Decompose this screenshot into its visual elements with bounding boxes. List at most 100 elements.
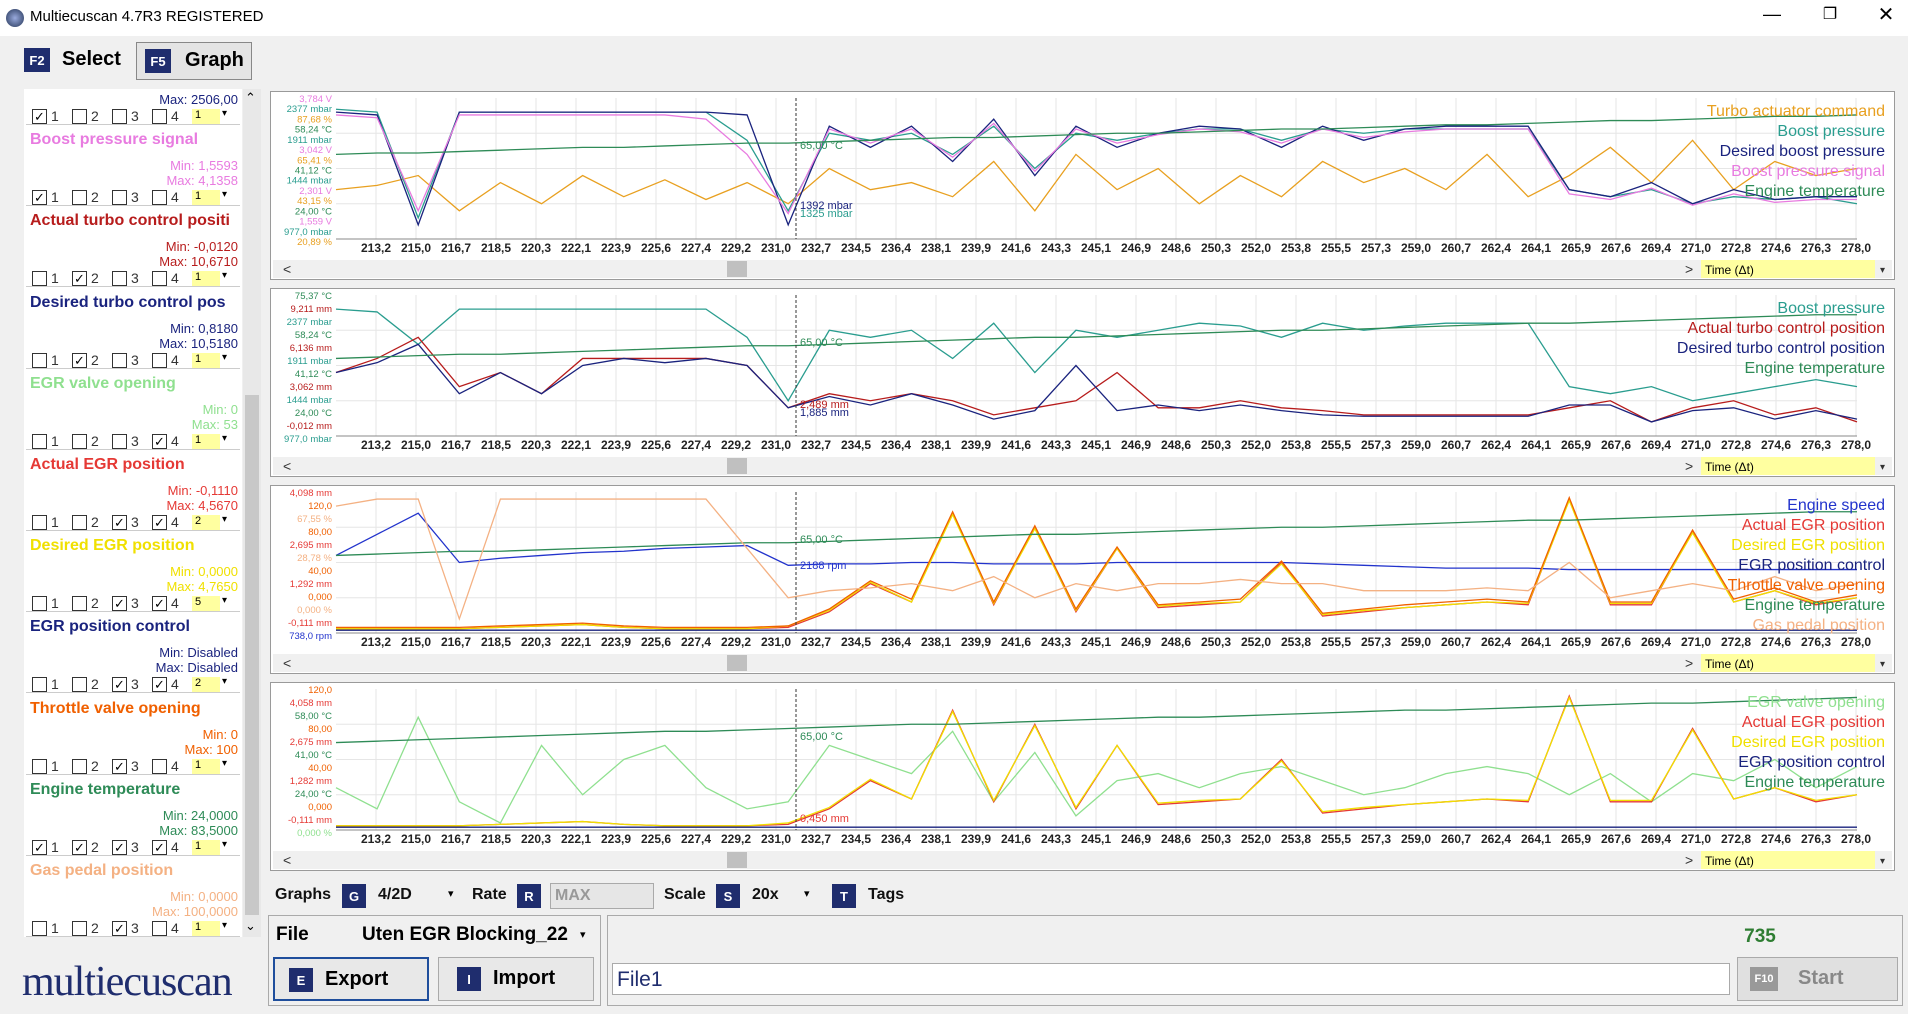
close-button[interactable]: ✕ <box>1877 4 1895 26</box>
graph-checkbox[interactable]: ✓ <box>152 433 167 449</box>
graph-checkbox[interactable] <box>72 109 87 124</box>
graph-checkbox[interactable]: ✓ <box>112 677 127 693</box>
time-combo <box>1701 457 1875 475</box>
graph-checkbox[interactable] <box>112 271 127 287</box>
graph-checkbox[interactable] <box>72 758 87 774</box>
x-tick-label: 271,0 <box>1681 635 1711 649</box>
graph-checkbox[interactable] <box>72 677 87 693</box>
scale-value[interactable]: 5 <box>192 596 220 612</box>
import-button[interactable]: I Import <box>438 957 594 1001</box>
checkbox-label: 1 <box>51 595 59 612</box>
x-tick-label: 215,0 <box>401 241 431 255</box>
graph-checkbox[interactable]: ✓ <box>72 271 87 287</box>
x-tick-label: 253,8 <box>1281 832 1311 846</box>
tab-label: Select <box>62 48 121 70</box>
graph-checkbox[interactable] <box>72 515 87 530</box>
parameter-item: Engine temperature Min: 24,0000 Max: 83,50… <box>26 775 240 856</box>
graph-checkbox[interactable] <box>112 109 127 124</box>
graph-checkbox[interactable]: ✓ <box>112 758 127 774</box>
axis-label: 1444 mbar <box>287 395 332 406</box>
graph-checkbox[interactable]: ✓ <box>32 839 47 855</box>
parameter-max: Max: 2506,00 <box>159 92 238 107</box>
minimize-button[interactable]: — <box>1763 4 1781 24</box>
graph-checkbox[interactable]: ✓ <box>112 596 127 612</box>
key-badge: I <box>457 967 481 991</box>
scale-value[interactable]: 1 <box>192 758 220 774</box>
scale-value[interactable]: 2 <box>192 515 220 530</box>
graph-checkbox[interactable]: ✓ <box>152 515 167 530</box>
graph-checkbox[interactable] <box>112 433 127 449</box>
graph-checkbox[interactable] <box>32 515 47 530</box>
scale-value[interactable]: 1 <box>192 839 220 855</box>
graph-checkbox[interactable]: ✓ <box>32 190 47 206</box>
rate-combo[interactable]: MAX <box>550 883 654 909</box>
graph-checkbox[interactable]: ✓ <box>32 109 47 124</box>
x-tick-label: 271,0 <box>1681 241 1711 255</box>
graph-checkbox[interactable] <box>152 271 167 287</box>
scale-value[interactable]: 2 <box>192 677 220 693</box>
graph-checkbox[interactable]: ✓ <box>72 839 87 855</box>
x-tick-label: 265,9 <box>1561 438 1591 452</box>
scale-value[interactable]: 1 <box>192 109 220 124</box>
scale-arrow: ▾ <box>222 432 228 444</box>
graph-checkbox[interactable] <box>32 352 47 368</box>
dropdown-arrow: ▾ <box>580 929 586 941</box>
series-line <box>335 139 1858 212</box>
tab[interactable]: F5 Graph <box>136 42 252 80</box>
file-combo[interactable]: Uten EGR Blocking_22 ▾ <box>358 920 596 950</box>
legend-entry: Desired EGR position <box>1731 537 1885 554</box>
x-tick-label: 278,0 <box>1841 635 1871 649</box>
scale-value[interactable]: 1 <box>192 433 220 449</box>
graph-checkbox[interactable] <box>32 596 47 612</box>
x-tick-label: 260,7 <box>1441 241 1471 255</box>
graph-checkbox[interactable]: ✓ <box>152 839 167 855</box>
graph-checkbox[interactable] <box>32 921 47 936</box>
x-tick-label: 276,3 <box>1801 241 1831 255</box>
x-tick-label: 227,4 <box>681 635 711 649</box>
graph-checkbox[interactable] <box>152 109 167 124</box>
graph-checkbox[interactable] <box>112 352 127 368</box>
x-tick-label: 274,6 <box>1761 635 1791 649</box>
graph-checkbox[interactable]: ✓ <box>152 677 167 693</box>
graph-checkbox[interactable] <box>32 677 47 693</box>
parameter-min: Min: 1,5593 <box>170 158 238 174</box>
h-scrollbar <box>273 654 1892 672</box>
parameter-name: Gas pedal position <box>30 862 174 879</box>
x-tick-label: 253,8 <box>1281 438 1311 452</box>
graph-checkbox[interactable]: ✓ <box>152 596 167 612</box>
graph-checkbox[interactable] <box>152 758 167 774</box>
graph-checkbox[interactable] <box>72 433 87 449</box>
graph-checkbox[interactable] <box>32 758 47 774</box>
graph-checkbox[interactable] <box>152 352 167 368</box>
graph-checkbox[interactable] <box>32 433 47 449</box>
scale-value[interactable]: 1 <box>192 352 220 368</box>
axis-label: 1911 mbar <box>287 135 332 146</box>
scale-value[interactable]: 1 <box>192 271 220 287</box>
graph-checkbox[interactable] <box>72 596 87 612</box>
maximize-button[interactable]: ❐ <box>1822 6 1838 23</box>
graph-checkbox[interactable] <box>72 921 87 936</box>
x-tick-label: 260,7 <box>1441 832 1471 846</box>
graph-checkbox[interactable]: ✓ <box>112 921 127 936</box>
scroll-thumb <box>727 852 747 868</box>
file-field[interactable]: File1 <box>612 963 1730 995</box>
export-button[interactable]: E Export <box>273 957 429 1001</box>
graph-panel: 213,2 215,0 216,7 218,5 220,3 222,1 223,9 225,6… <box>270 288 1895 477</box>
graph-checkbox[interactable] <box>112 190 127 206</box>
graph-checkbox[interactable] <box>72 190 87 206</box>
scale-value[interactable]: 1 <box>192 921 220 936</box>
scale-value[interactable]: 1 <box>192 190 220 206</box>
x-tick-label: 274,6 <box>1761 241 1791 255</box>
parameter-item: Actual turbo control positi Min: -0,0120 M… <box>26 207 240 288</box>
graph-checkbox[interactable]: ✓ <box>72 352 87 368</box>
graph-checkbox[interactable] <box>152 190 167 206</box>
x-tick-label: 257,3 <box>1361 832 1391 846</box>
graph-checkbox[interactable]: ✓ <box>112 839 127 855</box>
x-tick-label: 250,3 <box>1201 241 1231 255</box>
graph-checkbox[interactable]: ✓ <box>112 515 127 530</box>
key-badge: G <box>342 884 366 908</box>
start-button[interactable]: F10 Start <box>1737 957 1898 1001</box>
graph-checkbox[interactable] <box>32 271 47 287</box>
graph-checkbox[interactable] <box>152 921 167 936</box>
tab[interactable]: F2 Select <box>20 42 130 80</box>
